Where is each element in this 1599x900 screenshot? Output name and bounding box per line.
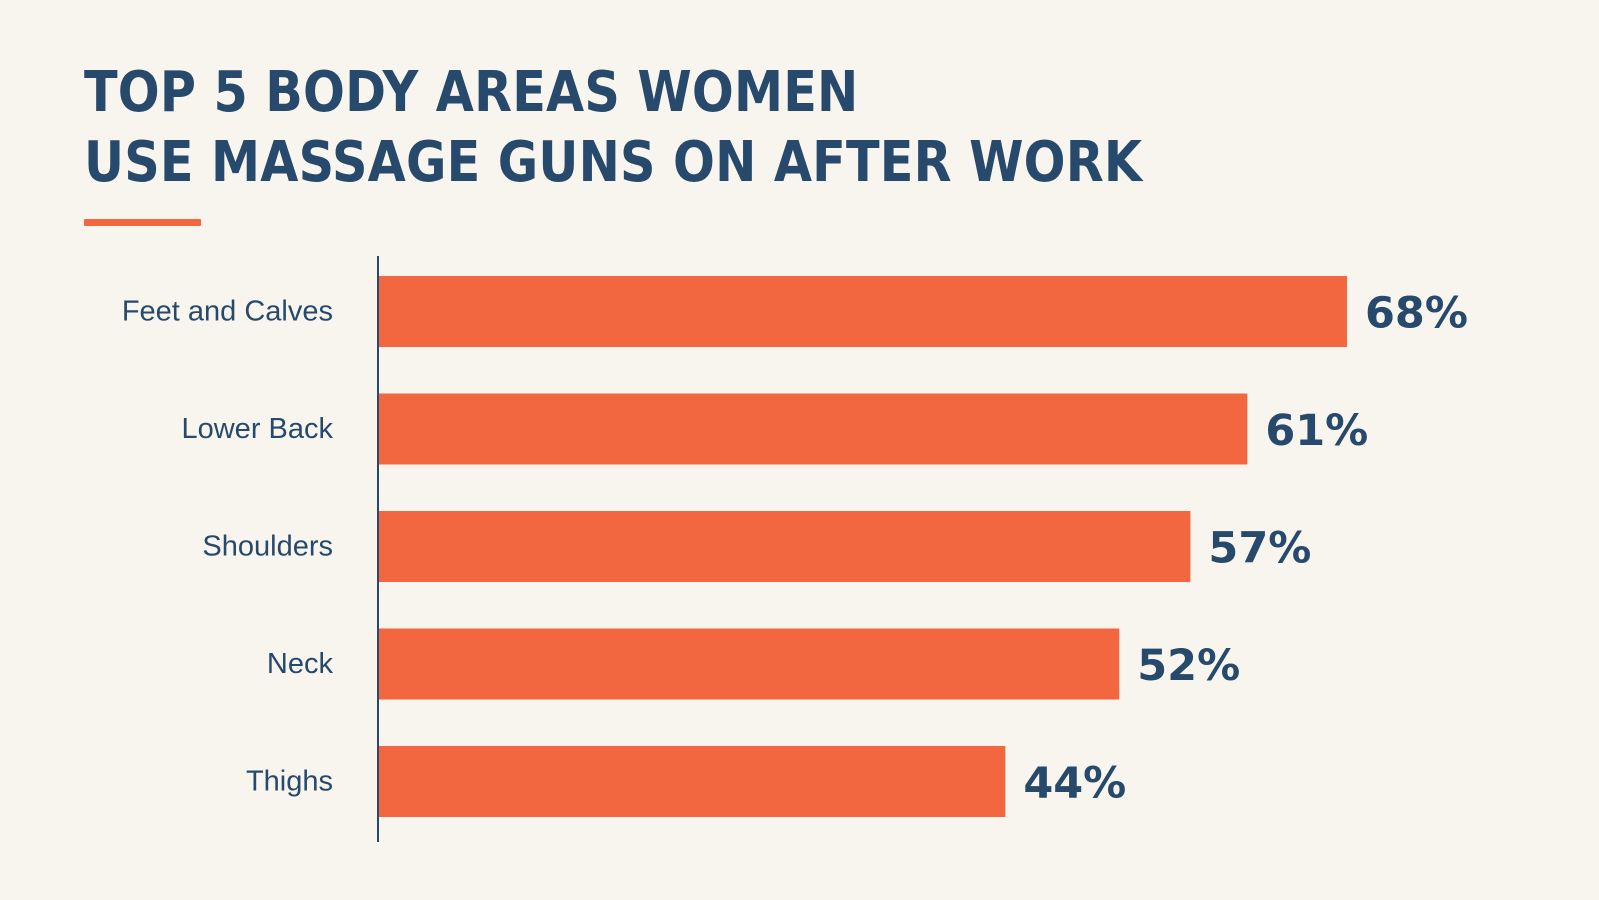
chart-title-line-2: USE MASSAGE GUNS ON AFTER WORK [84, 130, 1143, 195]
value-label-lower-back: 61% [1265, 406, 1368, 456]
category-label-lower-back: Lower Back [181, 413, 333, 445]
value-label-neck: 52% [1137, 641, 1240, 691]
category-label-neck: Neck [267, 648, 334, 680]
bar-neck [379, 628, 1120, 700]
chart-title: TOP 5 BODY AREAS WOMEN USE MASSAGE GUNS … [84, 58, 1142, 198]
category-label-feet-and-calves: Feet and Calves [122, 296, 333, 328]
value-label-shoulders: 57% [1208, 524, 1311, 574]
value-label-feet-and-calves: 68% [1365, 289, 1468, 339]
bar-thighs [379, 746, 1006, 817]
chart-title-line-1: TOP 5 BODY AREAS WOMEN [84, 60, 859, 125]
value-labels-group: 68% 61% 57% 52% 44% [1023, 289, 1468, 809]
category-label-thighs: Thighs [246, 766, 333, 798]
title-accent-rule [84, 219, 201, 226]
value-label-thighs: 44% [1023, 759, 1126, 809]
category-label-shoulders: Shoulders [202, 531, 333, 563]
bar-feet-and-calves [379, 276, 1347, 347]
bar-lower-back [379, 393, 1248, 465]
category-labels-group: Feet and Calves Lower Back Shoulders Neck Th… [122, 296, 334, 798]
bar-shoulders [379, 511, 1191, 582]
bars-group [379, 276, 1347, 817]
